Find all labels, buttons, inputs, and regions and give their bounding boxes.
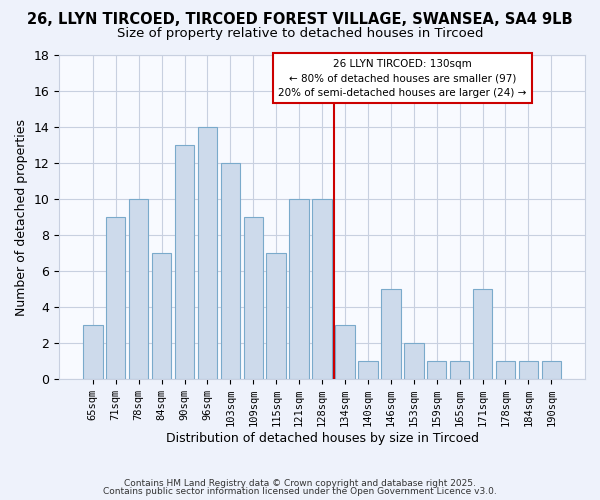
Bar [244,217,263,379]
Bar [335,325,355,379]
Bar [381,289,401,379]
Bar [450,361,469,379]
Text: Contains public sector information licensed under the Open Government Licence v3: Contains public sector information licen… [103,487,497,496]
Bar [83,325,103,379]
Bar [427,361,446,379]
Bar [152,253,172,379]
Bar [289,199,309,379]
Bar [358,361,377,379]
Text: 26 LLYN TIRCOED: 130sqm
← 80% of detached houses are smaller (97)
20% of semi-de: 26 LLYN TIRCOED: 130sqm ← 80% of detache… [278,58,527,98]
Bar [518,361,538,379]
Bar [106,217,125,379]
X-axis label: Distribution of detached houses by size in Tircoed: Distribution of detached houses by size … [166,432,479,445]
Text: 26, LLYN TIRCOED, TIRCOED FOREST VILLAGE, SWANSEA, SA4 9LB: 26, LLYN TIRCOED, TIRCOED FOREST VILLAGE… [27,12,573,28]
Bar [313,199,332,379]
Y-axis label: Number of detached properties: Number of detached properties [15,118,28,316]
Bar [129,199,148,379]
Text: Size of property relative to detached houses in Tircoed: Size of property relative to detached ho… [117,28,483,40]
Bar [404,343,424,379]
Bar [266,253,286,379]
Bar [473,289,493,379]
Text: Contains HM Land Registry data © Crown copyright and database right 2025.: Contains HM Land Registry data © Crown c… [124,478,476,488]
Bar [221,163,240,379]
Bar [197,127,217,379]
Bar [496,361,515,379]
Bar [175,145,194,379]
Bar [542,361,561,379]
